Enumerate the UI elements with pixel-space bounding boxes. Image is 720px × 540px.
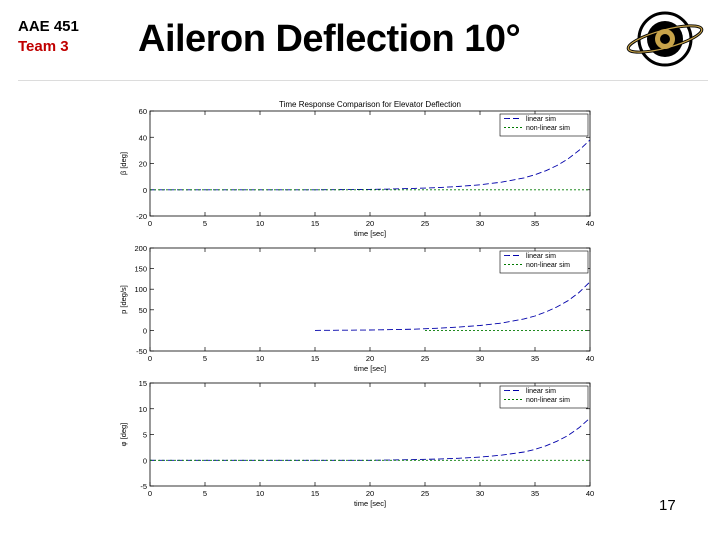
x-tick-label: 25	[421, 219, 429, 228]
x-tick-label: 30	[476, 489, 484, 498]
x-tick-label: 15	[311, 489, 319, 498]
y-tick-label: 0	[143, 326, 147, 335]
y-tick-label: -50	[136, 347, 147, 356]
y-tick-label: 15	[139, 379, 147, 388]
y-tick-label: 50	[139, 306, 147, 315]
y-tick-label: 200	[134, 244, 147, 253]
x-tick-label: 30	[476, 354, 484, 363]
page-number: 17	[659, 497, 676, 514]
x-tick-label: 10	[256, 489, 264, 498]
y-axis-label: φ [deg]	[119, 423, 128, 447]
x-axis-label: time [sec]	[354, 364, 386, 373]
x-tick-label: 40	[586, 489, 594, 498]
x-tick-label: 15	[311, 354, 319, 363]
y-tick-label: 60	[139, 107, 147, 116]
series-line-linear	[150, 417, 591, 461]
x-tick-label: 40	[586, 354, 594, 363]
y-tick-label: 10	[139, 405, 147, 414]
x-tick-label: 20	[366, 219, 374, 228]
y-tick-label: 5	[143, 431, 147, 440]
legend-label: non-linear sim	[526, 397, 570, 404]
team-label: Team 3	[18, 38, 69, 55]
x-tick-label: 10	[256, 219, 264, 228]
x-tick-label: 0	[148, 489, 152, 498]
x-tick-label: 25	[421, 354, 429, 363]
x-tick-label: 5	[203, 489, 207, 498]
y-axis-label: β [deg]	[119, 152, 128, 175]
x-tick-label: 35	[531, 219, 539, 228]
legend-label: non-linear sim	[526, 125, 570, 132]
x-axis-label: time [sec]	[354, 229, 386, 238]
y-tick-label: 0	[143, 186, 147, 195]
x-tick-label: 20	[366, 354, 374, 363]
legend-box	[499, 385, 589, 409]
slide-title: Aileron Deflection 10°	[138, 18, 521, 60]
x-tick-label: 30	[476, 219, 484, 228]
x-tick-label: 25	[421, 489, 429, 498]
y-tick-label: 40	[139, 133, 147, 142]
y-tick-label: 100	[134, 285, 147, 294]
x-tick-label: 5	[203, 354, 207, 363]
y-tick-label: 0	[143, 456, 147, 465]
legend-label: non-linear sim	[526, 262, 570, 269]
x-tick-label: 0	[148, 219, 152, 228]
x-axis-label: time [sec]	[354, 499, 386, 508]
legend-label: linear sim	[526, 116, 556, 123]
x-tick-label: 40	[586, 219, 594, 228]
plot-title: Time Response Comparison for Elevator De…	[279, 100, 461, 109]
time-response-plots: Time Response Comparison for Elevator De…	[119, 100, 594, 508]
legend-box	[499, 250, 589, 274]
x-tick-label: 0	[148, 354, 152, 363]
legend-label: linear sim	[526, 388, 556, 395]
y-tick-label: 150	[134, 265, 147, 274]
purdue-aero-logo-icon	[626, 11, 704, 67]
y-tick-label: -5	[140, 482, 147, 491]
x-tick-label: 15	[311, 219, 319, 228]
x-tick-label: 5	[203, 219, 207, 228]
legend-label: linear sim	[526, 253, 556, 260]
y-axis-label: p [deg/s]	[119, 285, 128, 314]
legend-box	[499, 113, 589, 137]
x-tick-label: 35	[531, 489, 539, 498]
y-tick-label: 20	[139, 160, 147, 169]
header-divider	[18, 80, 708, 81]
y-tick-label: -20	[136, 212, 147, 221]
x-tick-label: 20	[366, 489, 374, 498]
x-tick-label: 35	[531, 354, 539, 363]
course-label: AAE 451	[18, 18, 79, 35]
x-tick-label: 10	[256, 354, 264, 363]
series-line-linear	[314, 281, 591, 331]
